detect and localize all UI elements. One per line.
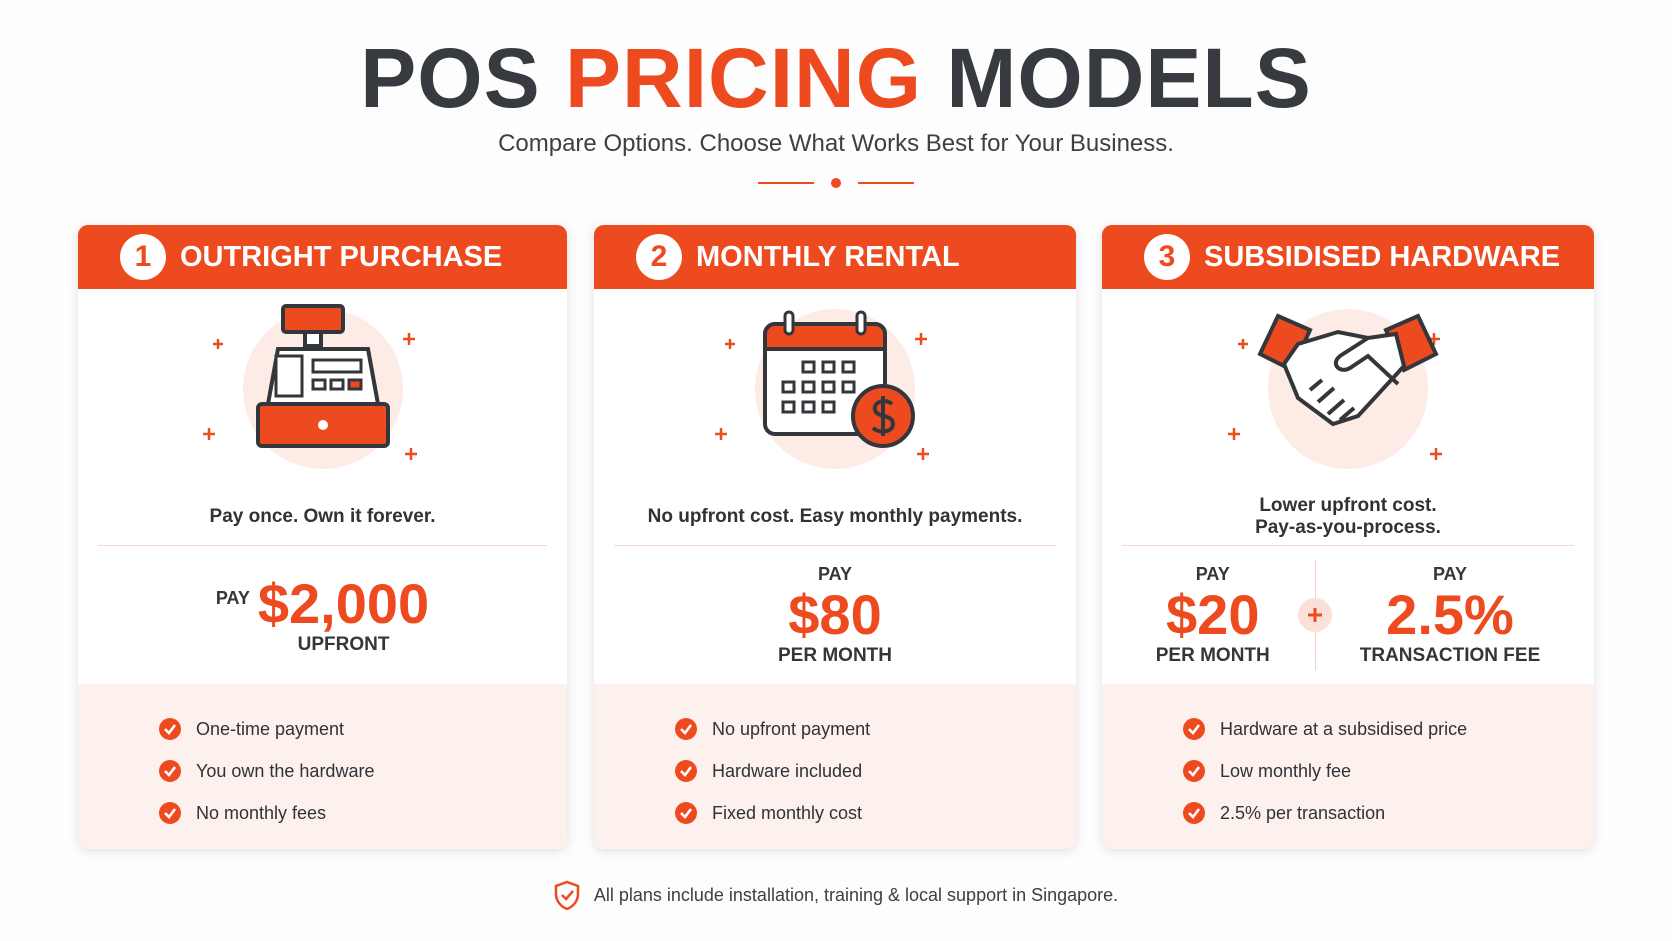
feature-list: One-time payment You own the hardware No m… — [78, 684, 567, 849]
check-icon — [1183, 802, 1205, 824]
check-icon — [159, 718, 181, 740]
feature-text: One-time payment — [196, 718, 345, 739]
price-amount: 2.5% — [1386, 582, 1514, 646]
card-title: OUTRIGHT PURCHASE — [180, 240, 503, 273]
feature-item: Fixed monthly cost — [674, 792, 1076, 834]
price-unit: TRANSACTION FEE — [1359, 644, 1541, 666]
title-part: POS — [360, 31, 541, 125]
feature-text: Low monthly fee — [1220, 760, 1352, 781]
footer-note: All plans include installation, training… — [593, 884, 1119, 905]
card-number: 2 — [636, 234, 682, 280]
card-divider — [614, 545, 1056, 546]
feature-text: No upfront payment — [712, 718, 871, 739]
card-number: 3 — [1144, 234, 1190, 280]
price-label: PAY — [1195, 563, 1230, 584]
feature-item: You own the hardware — [158, 750, 567, 792]
tagline-line: Pay-as-you-process. — [1255, 517, 1441, 538]
tagline-line: No upfront cost. Easy monthly payments. — [647, 506, 1023, 527]
card-header: 2 MONTHLY RENTAL — [594, 225, 1076, 289]
title-highlight: PRICING — [565, 31, 923, 125]
price-amount: $20 — [1166, 582, 1260, 646]
card-icon — [78, 289, 567, 489]
card-title: SUBSIDISED HARDWARE — [1204, 240, 1561, 273]
pricing-card: 3 SUBSIDISED HARDWARE Lower upfront cost.… — [1102, 225, 1594, 849]
feature-item: One-time payment — [158, 708, 567, 750]
check-icon — [159, 802, 181, 824]
feature-item: Low monthly fee — [1182, 750, 1594, 792]
card-divider — [1122, 545, 1574, 546]
pricing-card: 2 MONTHLY RENTAL No upfront cost. Easy mo… — [594, 225, 1076, 849]
price-label: PAY — [215, 588, 250, 608]
plus-icon — [1297, 598, 1332, 632]
card-icon — [1102, 289, 1594, 489]
check-icon — [1183, 718, 1205, 740]
price: PAY $20 PER MONTH — [1156, 564, 1270, 667]
shield-icon — [554, 880, 580, 910]
check-icon — [159, 760, 181, 782]
feature-text: You own the hardware — [196, 760, 375, 781]
feature-item: Hardware at a subsidised price — [1182, 708, 1594, 750]
price-label: PAY — [1432, 563, 1468, 584]
feature-list: Hardware at a subsidised price Low monthl… — [1102, 684, 1594, 849]
feature-list: No upfront payment Hardware included Fixed… — [594, 684, 1076, 849]
price-separator — [1270, 560, 1360, 670]
feature-text: No monthly fees — [196, 802, 327, 823]
price-unit: UPFRONT — [297, 634, 390, 655]
check-icon — [1183, 760, 1205, 782]
card-number: 1 — [120, 234, 166, 280]
card-header: 1 OUTRIGHT PURCHASE — [78, 225, 567, 289]
price-unit: PER MONTH — [778, 644, 892, 666]
divider — [758, 178, 914, 188]
price-unit: PER MONTH — [1155, 644, 1270, 666]
feature-item: 2.5% per transaction — [1182, 792, 1594, 834]
card-divider — [98, 545, 547, 546]
price-label: PAY — [817, 563, 853, 584]
subtitle: Compare Options. Choose What Works Best … — [498, 130, 1174, 157]
price-amount: $80 — [788, 582, 882, 646]
feature-text: Hardware included — [712, 760, 863, 781]
pricing-card: 1 OUTRIGHT PURCHASE Pay once. Own it fore… — [78, 225, 567, 849]
feature-item: No monthly fees — [158, 792, 567, 834]
check-icon — [675, 718, 697, 740]
feature-text: Hardware at a subsidised price — [1220, 718, 1468, 739]
title: POS PRICING MODELS — [0, 30, 1672, 127]
price-section: PAY $2,000 UPFRONT — [78, 546, 567, 684]
card-header: 3 SUBSIDISED HARDWARE — [1102, 225, 1594, 289]
footer: All plans include installation, training… — [0, 880, 1672, 910]
price-amount: $2,000 — [257, 572, 430, 635]
feature-item: Hardware included — [674, 750, 1076, 792]
card-icon — [594, 289, 1076, 489]
card-tagline: Pay once. Own it forever. — [78, 489, 567, 545]
price: PAY $2,000 UPFRONT — [216, 574, 429, 656]
price: PAY 2.5% TRANSACTION FEE — [1360, 564, 1541, 667]
tagline-line: Pay once. Own it forever. — [209, 506, 436, 527]
check-icon — [675, 802, 697, 824]
price-section: PAY $80 PER MONTH — [594, 546, 1076, 684]
card-title: MONTHLY RENTAL — [696, 240, 960, 273]
check-icon — [675, 760, 697, 782]
title-part: MODELS — [946, 31, 1312, 125]
card-tagline: No upfront cost. Easy monthly payments. — [594, 489, 1076, 545]
feature-text: Fixed monthly cost — [712, 802, 863, 823]
price: PAY $80 PER MONTH — [778, 564, 892, 667]
tagline-line: Lower upfront cost. — [1259, 495, 1437, 516]
feature-item: No upfront payment — [674, 708, 1076, 750]
feature-text: 2.5% per transaction — [1220, 802, 1386, 823]
card-tagline: Lower upfront cost. Pay-as-you-process. — [1102, 489, 1594, 545]
price-section: PAY $20 PER MONTH PAY 2.5% TRANSACTION FEE — [1102, 546, 1594, 684]
